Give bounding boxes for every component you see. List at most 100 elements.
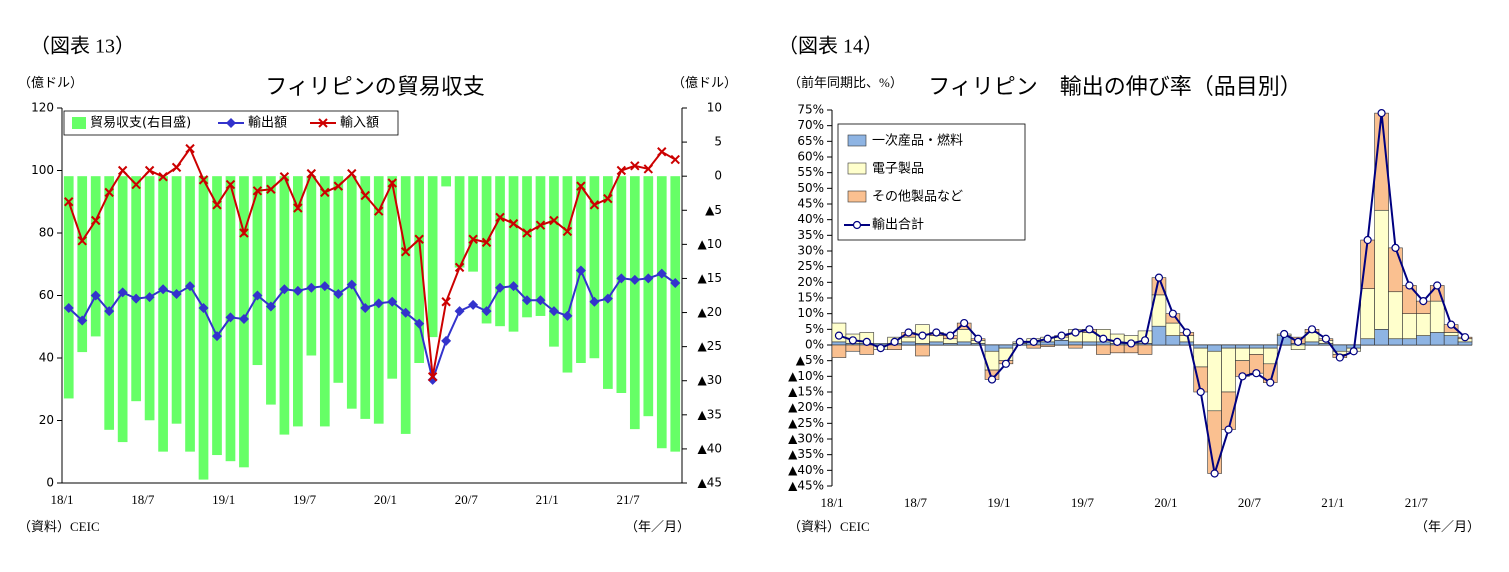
marker bbox=[670, 278, 681, 288]
bar bbox=[1221, 347, 1236, 393]
marker bbox=[876, 344, 885, 353]
bar bbox=[1082, 341, 1097, 346]
y2-tick-label: ▲40 bbox=[698, 441, 723, 455]
bar bbox=[306, 176, 317, 356]
marker bbox=[987, 375, 997, 384]
bar bbox=[1429, 332, 1445, 346]
marker bbox=[292, 285, 303, 296]
marker bbox=[1029, 337, 1038, 346]
marker bbox=[946, 331, 955, 340]
bar bbox=[831, 341, 847, 346]
marker bbox=[657, 147, 667, 157]
bar bbox=[1263, 344, 1278, 349]
marker bbox=[144, 165, 155, 176]
bar bbox=[1193, 347, 1208, 368]
line bbox=[838, 113, 1466, 474]
x-unit: （年／月） bbox=[1415, 519, 1480, 534]
marker bbox=[347, 168, 357, 179]
marker bbox=[848, 336, 857, 345]
bar bbox=[1360, 288, 1375, 340]
bar bbox=[1249, 344, 1264, 349]
marker bbox=[630, 161, 640, 171]
marker bbox=[400, 307, 411, 318]
marker bbox=[481, 237, 492, 248]
bar bbox=[90, 176, 101, 337]
bar bbox=[1151, 325, 1167, 346]
marker bbox=[144, 292, 155, 303]
marker bbox=[1280, 329, 1289, 339]
bar bbox=[1429, 300, 1445, 333]
marker bbox=[1210, 469, 1219, 478]
bar bbox=[1068, 344, 1083, 349]
bar bbox=[1137, 344, 1153, 355]
y-unit: （前年同期比、%） bbox=[788, 75, 903, 90]
y-tick-label: 20% bbox=[797, 275, 824, 289]
marker bbox=[890, 337, 899, 346]
marker bbox=[1057, 331, 1066, 340]
figure-label: （図表 14） bbox=[778, 35, 883, 58]
y-tick-label: 10% bbox=[797, 306, 824, 320]
chart-title: フィリピンの貿易収支 bbox=[265, 75, 485, 100]
y-tick-label: 70% bbox=[797, 118, 824, 132]
marker bbox=[1001, 359, 1011, 368]
y2-tick-label: 0 bbox=[714, 169, 722, 183]
bar bbox=[901, 341, 916, 346]
y2-tick-label: ▲35 bbox=[698, 407, 723, 421]
bar bbox=[495, 176, 505, 327]
x-unit: （年／月） bbox=[625, 519, 690, 534]
marker bbox=[212, 331, 222, 342]
bar bbox=[1304, 341, 1320, 346]
bar bbox=[360, 176, 371, 419]
bar bbox=[1207, 344, 1222, 352]
marker bbox=[279, 284, 290, 295]
bar bbox=[1040, 344, 1055, 347]
bar bbox=[1193, 344, 1208, 349]
marker bbox=[918, 331, 927, 340]
marker bbox=[90, 215, 101, 226]
marker bbox=[643, 164, 654, 174]
marker bbox=[522, 228, 532, 238]
bar bbox=[1165, 335, 1181, 346]
bar bbox=[387, 176, 398, 379]
marker bbox=[481, 306, 492, 317]
marker bbox=[441, 297, 451, 307]
marker bbox=[293, 203, 303, 213]
y2-tick-label: ▲30 bbox=[698, 373, 723, 387]
bar bbox=[901, 336, 916, 343]
marker bbox=[333, 288, 344, 299]
y2-tick-label: ▲5 bbox=[705, 203, 722, 217]
y-tick-label: ▲45% bbox=[788, 479, 824, 493]
bar bbox=[1457, 341, 1473, 346]
x-tick-label: 21/7 bbox=[1405, 495, 1429, 510]
marker bbox=[1071, 328, 1080, 337]
y-tick-label: 0% bbox=[805, 338, 824, 352]
marker bbox=[535, 220, 546, 230]
bar bbox=[252, 176, 263, 366]
marker bbox=[495, 212, 505, 223]
marker bbox=[427, 372, 438, 382]
marker bbox=[1433, 281, 1442, 290]
bar bbox=[158, 176, 168, 452]
marker bbox=[1293, 337, 1303, 346]
marker bbox=[279, 172, 290, 182]
marker bbox=[1168, 309, 1177, 318]
marker bbox=[1224, 425, 1233, 434]
bar bbox=[670, 176, 681, 452]
x-tick-label: 18/7 bbox=[131, 492, 155, 507]
marker bbox=[226, 118, 236, 128]
marker bbox=[360, 303, 371, 313]
y-tick-label: ▲25% bbox=[788, 416, 824, 430]
marker bbox=[131, 179, 141, 190]
y-tick-label: ▲30% bbox=[788, 432, 824, 446]
y-tick-label: 25% bbox=[797, 259, 824, 273]
marker bbox=[306, 282, 317, 293]
bar bbox=[1402, 313, 1417, 340]
y2-tick-label: ▲25 bbox=[698, 339, 723, 353]
marker bbox=[1349, 347, 1358, 356]
marker bbox=[104, 306, 115, 317]
bar bbox=[549, 176, 559, 347]
y2-tick-label: ▲15 bbox=[698, 271, 723, 285]
marker bbox=[90, 290, 101, 301]
y-tick-label: ▲15% bbox=[788, 385, 824, 399]
bar bbox=[656, 176, 667, 449]
